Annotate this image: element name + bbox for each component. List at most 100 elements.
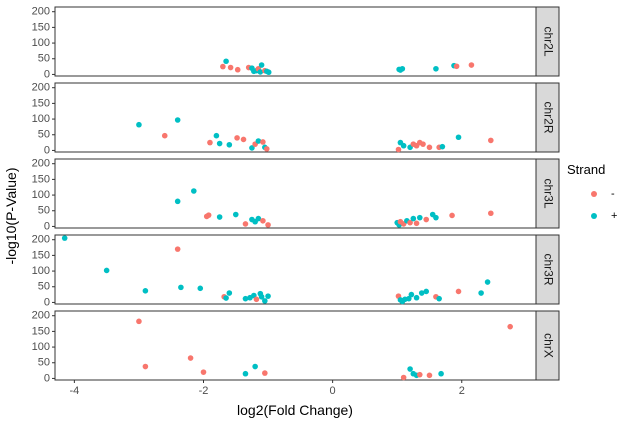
y-tick-label: 150 bbox=[32, 325, 50, 337]
data-point bbox=[395, 146, 402, 153]
data-point bbox=[253, 296, 260, 303]
facet-strip bbox=[535, 310, 560, 381]
data-point bbox=[258, 62, 265, 68]
x-tick-label: -2 bbox=[199, 385, 209, 397]
legend-label: + bbox=[611, 210, 617, 222]
y-tick-label: 200 bbox=[32, 82, 50, 94]
data-point bbox=[407, 366, 413, 372]
data-point bbox=[260, 139, 266, 145]
panel-background bbox=[54, 310, 537, 381]
data-point bbox=[416, 214, 423, 221]
data-point bbox=[207, 139, 213, 146]
data-point bbox=[240, 136, 247, 143]
panel-background bbox=[54, 158, 537, 229]
y-tick-label: 200 bbox=[32, 158, 50, 170]
data-point bbox=[242, 221, 249, 227]
data-point bbox=[260, 217, 266, 224]
data-point bbox=[262, 298, 268, 304]
data-point bbox=[418, 290, 425, 296]
data-point bbox=[407, 219, 413, 226]
y-tick-label: 100 bbox=[32, 341, 50, 353]
y-tick-label: 0 bbox=[44, 144, 50, 156]
y-tick-label: 100 bbox=[32, 189, 50, 201]
data-point bbox=[234, 66, 241, 73]
data-point bbox=[197, 285, 204, 292]
data-point bbox=[242, 370, 249, 377]
y-tick-label: 50 bbox=[38, 129, 50, 141]
data-point bbox=[191, 188, 197, 194]
y-tick-label: 0 bbox=[44, 296, 50, 308]
y-tick-label: 100 bbox=[32, 113, 50, 125]
y-tick-label: 50 bbox=[38, 357, 50, 369]
data-point bbox=[484, 279, 491, 285]
y-tick-label: 100 bbox=[32, 265, 50, 277]
y-tick-label: 150 bbox=[32, 97, 50, 109]
data-point bbox=[439, 143, 446, 150]
data-point bbox=[258, 293, 265, 300]
data-point bbox=[216, 140, 223, 147]
facet-panel-chr2R: chr2R 0 50 100 150 200 bbox=[32, 82, 560, 156]
data-point bbox=[453, 63, 460, 70]
data-point bbox=[426, 144, 433, 151]
data-point bbox=[136, 121, 142, 128]
panel-background bbox=[54, 82, 537, 153]
legend-label: - bbox=[611, 188, 615, 200]
data-point bbox=[449, 212, 455, 219]
data-point bbox=[426, 372, 433, 379]
legend-entries: -+ bbox=[591, 188, 617, 222]
x-axis-title: log2(Fold Change) bbox=[237, 402, 353, 418]
y-tick-label: 50 bbox=[38, 53, 50, 65]
data-point bbox=[262, 370, 268, 376]
data-point bbox=[400, 142, 407, 149]
data-point bbox=[433, 65, 439, 72]
data-point bbox=[255, 215, 262, 222]
data-point bbox=[174, 198, 181, 205]
data-point bbox=[433, 214, 439, 221]
y-tick-label: 50 bbox=[38, 281, 50, 293]
data-point bbox=[252, 363, 258, 370]
data-point bbox=[468, 62, 475, 68]
y-tick-label: 200 bbox=[32, 6, 50, 18]
x-tick-label: -4 bbox=[69, 385, 79, 397]
data-point bbox=[226, 290, 233, 296]
legend-key bbox=[591, 213, 597, 219]
facet-strip-label: chr2R bbox=[541, 101, 555, 133]
data-point bbox=[257, 69, 264, 75]
data-point bbox=[161, 132, 168, 139]
data-point bbox=[174, 246, 181, 252]
data-point bbox=[413, 220, 420, 227]
data-point bbox=[410, 215, 417, 222]
data-point bbox=[187, 355, 194, 361]
facet-strip bbox=[535, 82, 560, 153]
data-point bbox=[205, 212, 212, 218]
facet-panels: chr2L 0 50 100 150 200 chr2R 0 50 100 150 200 chr3L 0… bbox=[32, 6, 560, 384]
facet-panel-chr3R: chr3R 0 50 100 150 200 bbox=[32, 234, 560, 308]
facet-panel-chr3L: chr3L 0 50 100 150 200 bbox=[32, 158, 560, 232]
panel-background bbox=[54, 6, 537, 77]
data-point bbox=[103, 267, 110, 274]
legend-title: Strand bbox=[567, 162, 605, 177]
x-tick-label: 2 bbox=[459, 385, 465, 397]
facet-strip bbox=[535, 234, 560, 305]
data-point bbox=[213, 132, 220, 139]
data-point bbox=[408, 291, 415, 298]
y-tick-label: 0 bbox=[44, 220, 50, 232]
y-tick-label: 0 bbox=[44, 68, 50, 80]
panel-background bbox=[54, 234, 537, 305]
data-point bbox=[423, 216, 430, 223]
data-point bbox=[265, 69, 272, 76]
data-point bbox=[488, 210, 494, 217]
data-point bbox=[436, 295, 442, 302]
data-point bbox=[455, 288, 462, 295]
data-point bbox=[455, 134, 462, 141]
data-point bbox=[142, 363, 149, 370]
facet-panel-chrX: chrX 0 50 100 150 200 bbox=[32, 310, 560, 384]
data-point bbox=[423, 288, 430, 295]
data-point bbox=[249, 145, 255, 151]
y-tick-label: 100 bbox=[32, 37, 50, 49]
y-tick-label: 200 bbox=[32, 234, 50, 246]
y-tick-label: 150 bbox=[32, 21, 50, 33]
data-point bbox=[265, 222, 271, 228]
x-tick-label: 0 bbox=[330, 385, 336, 397]
